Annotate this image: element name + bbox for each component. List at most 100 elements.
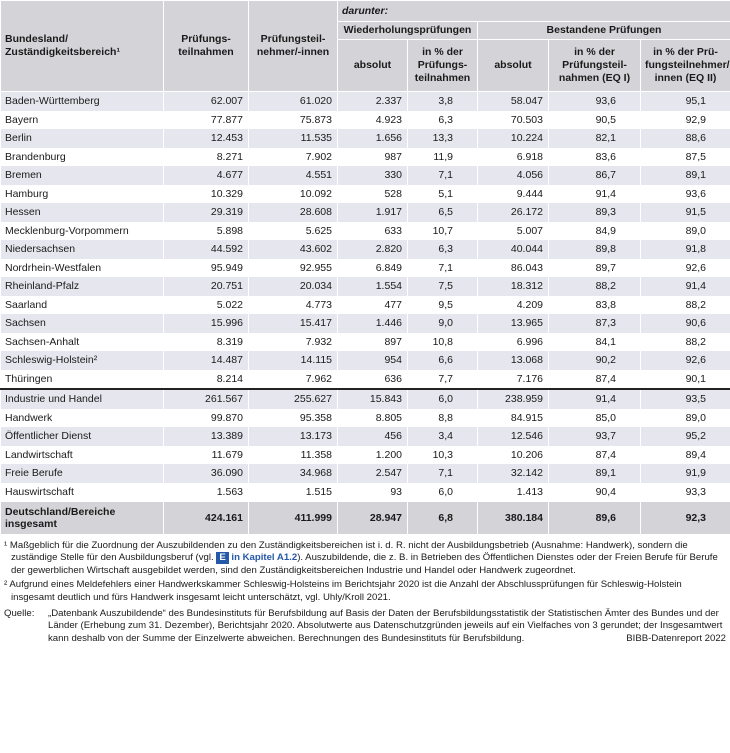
cell: 87,4 xyxy=(548,369,641,389)
cell: 477 xyxy=(337,295,408,314)
table-body: Baden-Württemberg 62.007 61.020 2.337 3,8 58.… xyxy=(0,91,730,534)
row-label: Schleswig-Holstein² xyxy=(0,351,164,370)
cell: 424.161 xyxy=(163,501,249,534)
header-cell: absolut xyxy=(337,39,408,92)
cell: 93,3 xyxy=(639,482,730,502)
cell: 44.592 xyxy=(163,240,249,259)
icon: E xyxy=(216,552,229,565)
cell: 83,8 xyxy=(548,295,641,314)
cell: 897 xyxy=(337,332,408,351)
cell: 75.873 xyxy=(248,110,338,129)
cell: 6,5 xyxy=(407,203,478,222)
cell: 91,9 xyxy=(639,464,730,483)
header-cell: in % der Prü- fungsteilnehmer/- innen (E… xyxy=(639,39,730,92)
cell: 12.453 xyxy=(163,129,249,148)
cell: 8.271 xyxy=(163,147,249,166)
cell: 954 xyxy=(337,351,408,370)
cell: 6.918 xyxy=(477,147,549,166)
cell: 89,1 xyxy=(548,464,641,483)
cell: 70.503 xyxy=(477,110,549,129)
footnote-text: ¹ Maßgeblich für die Zuordnung der Auszu… xyxy=(4,540,688,564)
cell: 14.115 xyxy=(248,351,338,370)
cell: 90,1 xyxy=(639,369,730,389)
cell: 7,1 xyxy=(407,464,478,483)
cell: 6.849 xyxy=(337,258,408,277)
cell: 10.092 xyxy=(248,184,338,203)
link[interactable]: in Kapitel A1.2 xyxy=(231,552,298,564)
cell: 86,7 xyxy=(548,166,641,185)
row-label: Baden-Württemberg xyxy=(0,91,164,111)
table-row: Bremen 4.677 4.551 330 7,1 4.056 86,7 89,1 xyxy=(0,166,730,185)
cell: 95.358 xyxy=(248,408,338,427)
cell: 8.214 xyxy=(163,369,249,389)
row-label: Öffentlicher Dienst xyxy=(0,427,164,446)
cell: 89,7 xyxy=(548,258,641,277)
cell: 43.602 xyxy=(248,240,338,259)
cell: 89,0 xyxy=(639,408,730,427)
table-row: Thüringen 8.214 7.962 636 7,7 7.176 87,4 90,1 xyxy=(0,369,730,389)
cell: 411.999 xyxy=(248,501,338,534)
cell: 29.319 xyxy=(163,203,249,222)
table: Bundesland/ Zuständigkeitsbereich¹ Prüfu… xyxy=(0,0,730,534)
table-row: Landwirtschaft 11.679 11.358 1.200 10,3 10.20… xyxy=(0,445,730,464)
cell: 6,0 xyxy=(407,388,478,409)
cell: 87,4 xyxy=(548,445,641,464)
cell: 62.007 xyxy=(163,91,249,111)
cell: 93,6 xyxy=(548,91,641,111)
row-label: Hauswirtschaft xyxy=(0,482,164,502)
cell: 13,3 xyxy=(407,129,478,148)
cell: 6,6 xyxy=(407,351,478,370)
source-text: „Datenbank Auszubildende“ des Bundesinst… xyxy=(48,608,723,644)
cell: 636 xyxy=(337,369,408,389)
cell: 92.955 xyxy=(248,258,338,277)
cell: 88,2 xyxy=(548,277,641,296)
source-label: Quelle: xyxy=(4,608,35,620)
cell: 4.209 xyxy=(477,295,549,314)
cell: 380.184 xyxy=(477,501,549,534)
cell: 87,5 xyxy=(639,147,730,166)
cell: 8,8 xyxy=(407,408,478,427)
cell: 20.034 xyxy=(248,277,338,296)
cell: 93,7 xyxy=(548,427,641,446)
table-row: Deutschland/Bereiche insgesamt 424.161 411… xyxy=(0,501,730,534)
cell: 88,2 xyxy=(639,295,730,314)
cell: 84,1 xyxy=(548,332,641,351)
table-row: Hessen 29.319 28.608 1.917 6,5 26.172 89,3 91,5 xyxy=(0,203,730,222)
cell: 2.820 xyxy=(337,240,408,259)
cell: 5.007 xyxy=(477,221,549,240)
row-label: Berlin xyxy=(0,129,164,148)
notes: ¹ Maßgeblich für die Zuordnung der Auszu… xyxy=(0,534,730,646)
cell: 7,1 xyxy=(407,258,478,277)
header-cell: in % der Prüfungs- teilnahmen xyxy=(407,39,478,92)
header-cell: Prüfungs- teilnahmen xyxy=(163,0,249,92)
table-row: Saarland 5.022 4.773 477 9,5 4.209 83,8 88,2 xyxy=(0,295,730,314)
row-label: Mecklenburg-Vorpommern xyxy=(0,221,164,240)
cell: 91,4 xyxy=(548,184,641,203)
table-row: Handwerk 99.870 95.358 8.805 8,8 84.915 85,0 89… xyxy=(0,408,730,427)
footnote-text: ). Auszubildende, die z. B. in Betrieben… xyxy=(11,552,718,576)
table-row: Rheinland-Pfalz 20.751 20.034 1.554 7,5 18.31… xyxy=(0,277,730,296)
cell: 7,1 xyxy=(407,166,478,185)
cell: 88,6 xyxy=(639,129,730,148)
cell: 456 xyxy=(337,427,408,446)
cell: 83,6 xyxy=(548,147,641,166)
cell: 5,1 xyxy=(407,184,478,203)
cell: 92,6 xyxy=(639,351,730,370)
cell: 8.319 xyxy=(163,332,249,351)
cell: 58.047 xyxy=(477,91,549,111)
cell: 13.068 xyxy=(477,351,549,370)
cell: 5.022 xyxy=(163,295,249,314)
table-header: Bundesland/ Zuständigkeitsbereich¹ Prüfu… xyxy=(0,0,730,92)
row-label: Thüringen xyxy=(0,369,164,389)
table-row: Baden-Württemberg 62.007 61.020 2.337 3,8 58.… xyxy=(0,91,730,111)
cell: 7.962 xyxy=(248,369,338,389)
cell: 77.877 xyxy=(163,110,249,129)
cell: 84.915 xyxy=(477,408,549,427)
table-row: Hauswirtschaft 1.563 1.515 93 6,0 1.413 90,4 93… xyxy=(0,482,730,502)
cell: 88,2 xyxy=(639,332,730,351)
cell: 987 xyxy=(337,147,408,166)
row-label: Freie Berufe xyxy=(0,464,164,483)
header-cell: in % der Prüfungsteil- nahmen (EQ I) xyxy=(548,39,641,92)
row-label: Handwerk xyxy=(0,408,164,427)
cell: 4.923 xyxy=(337,110,408,129)
